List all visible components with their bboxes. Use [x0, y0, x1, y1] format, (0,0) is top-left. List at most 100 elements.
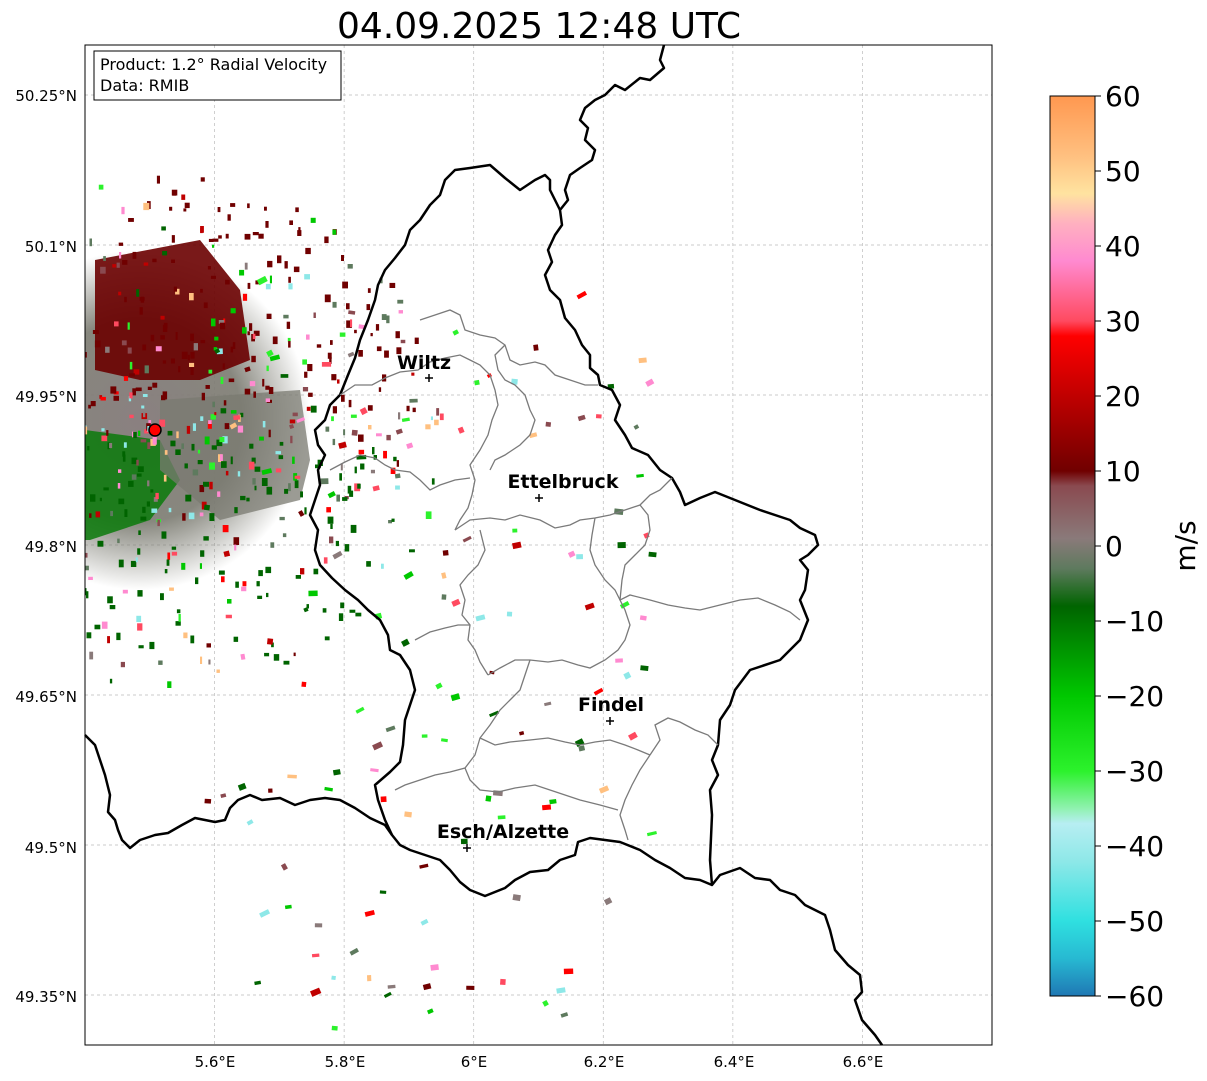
radar-echo-speck	[283, 660, 290, 665]
radar-echo-speck	[43, 415, 48, 419]
radar-echo-speck	[190, 333, 194, 342]
radar-echo-speck	[442, 550, 449, 556]
radar-echo-speck	[247, 331, 250, 336]
radar-echo-speck	[298, 510, 305, 517]
radar-echo-speck	[256, 275, 268, 286]
radar-echo-speck	[141, 405, 145, 409]
radar-echo-speck	[304, 274, 310, 280]
radar-echo-speck	[137, 590, 143, 597]
radar-echo-speck	[20, 284, 24, 291]
radar-echo-speck	[280, 374, 289, 378]
radar-echo-speck	[324, 294, 331, 303]
radar-echo-speck	[217, 491, 221, 497]
radar-echo-speck	[57, 468, 63, 475]
product-info-frame	[93, 50, 342, 101]
radar-echo-speck	[55, 438, 59, 444]
radar-echo-speck	[633, 424, 640, 430]
radar-echo-speck	[107, 636, 110, 644]
radar-echo-speck	[395, 428, 403, 435]
city-label-esch-alzette: Esch/Alzette	[437, 821, 569, 843]
radar-echo-speck	[123, 376, 129, 381]
radar-echo-speck	[208, 369, 213, 374]
radar-echo-speck	[193, 343, 198, 351]
radar-echo-speck	[246, 497, 250, 502]
radar-echo-speck	[4, 353, 8, 360]
radar-echo-speck	[336, 494, 340, 502]
radar-echo-speck	[230, 203, 236, 207]
radar-echo-speck	[242, 581, 247, 587]
radar-echo-speck	[280, 863, 288, 871]
radar-echo-speck	[89, 651, 94, 660]
radar-echo-speck	[101, 428, 105, 432]
radar-echo-speck	[199, 512, 204, 517]
city-marker-findel-icon	[606, 717, 614, 725]
radar-echo-speck	[124, 509, 128, 517]
radar-echo-speck	[309, 987, 322, 997]
radar-echo-speck	[204, 798, 212, 804]
radar-echo-speck	[175, 449, 181, 455]
radar-echo-speck	[128, 396, 132, 402]
radar-echo-speck	[95, 511, 101, 518]
radar-echo-speck	[119, 252, 122, 259]
radar-echo-speck	[222, 525, 229, 533]
radar-echo-speck	[138, 430, 141, 436]
radar-echo-speck	[98, 184, 104, 190]
radar-echo-speck	[53, 364, 56, 372]
radar-echo-speck	[159, 419, 166, 427]
radar-echo-speck	[94, 624, 101, 630]
radar-echo-speck	[44, 446, 49, 449]
radar-echo-speck	[638, 357, 647, 364]
radar-echo-speck	[386, 315, 390, 324]
radar-echo-speck	[22, 312, 24, 317]
radar-echo-speck	[153, 497, 158, 502]
radar-echo-speck	[29, 618, 35, 622]
radar-echo-speck	[239, 269, 245, 276]
radar-echo-speck	[85, 352, 87, 358]
radar-echo-speck	[339, 332, 346, 337]
radar-echo-speck	[262, 421, 266, 428]
radar-echo-speck	[265, 398, 270, 402]
radar-echo-speck	[486, 373, 492, 379]
radar-echo-speck	[366, 304, 371, 311]
radar-echo-speck	[175, 332, 178, 340]
radar-echo-speck	[266, 592, 269, 598]
radar-echo-speck	[167, 430, 173, 436]
radar-echo-speck	[261, 478, 268, 486]
radar-echo-speck	[331, 416, 334, 422]
radar-echo-speck	[272, 336, 278, 345]
product-info-product: Product: 1.2° Radial Velocity	[100, 55, 327, 74]
figure-title: 04.09.2025 12:48 UTC	[337, 6, 741, 47]
radar-echo-speck	[116, 632, 121, 641]
radar-echo-speck	[103, 487, 109, 491]
radar-echo-speck	[556, 987, 566, 994]
radar-echo-speck	[251, 355, 256, 363]
radar-echo-speck	[191, 443, 195, 451]
radar-echo-speck	[124, 296, 127, 303]
radar-echo-speck	[254, 485, 257, 491]
radar-echo-speck	[373, 455, 377, 460]
radar-echo-speck	[21, 379, 24, 387]
radar-echo-speck	[350, 524, 357, 533]
radar-echo-speck	[181, 443, 184, 449]
radar-echo-speck	[294, 480, 299, 489]
radar-echo-speck	[90, 401, 96, 407]
radar-echo-speck	[14, 335, 17, 340]
radar-echo-speck	[58, 332, 63, 335]
radar-echo-speck	[8, 491, 11, 497]
lon-tick-label: 5.8°E	[325, 1053, 366, 1071]
radar-echo-speck	[220, 322, 226, 330]
radar-echo-speck	[286, 321, 291, 329]
radar-echo-speck	[223, 550, 231, 558]
radar-echo-speck	[441, 594, 447, 600]
radar-echo-speck	[160, 335, 165, 340]
radar-echo-speck	[122, 260, 128, 265]
colorbar-tick-label: 40	[1105, 230, 1141, 263]
radar-echo-speck	[138, 645, 144, 649]
radar-echo-speck	[142, 506, 146, 513]
radar-echo-speck	[10, 415, 15, 422]
radar-echo-speck	[379, 890, 387, 894]
radar-echo-speck	[275, 468, 282, 473]
radar-echo-speck	[190, 635, 195, 644]
radar-echo-speck	[192, 423, 196, 431]
radar-echo-speck	[205, 385, 210, 389]
